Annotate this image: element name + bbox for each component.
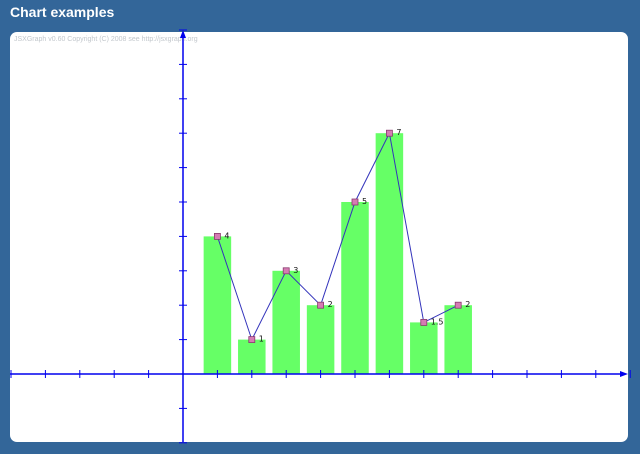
bars-layer (203, 133, 472, 374)
data-label-5: 5 (362, 197, 367, 206)
bar-8 (444, 305, 472, 374)
bar-4 (306, 305, 335, 374)
bar-6 (375, 133, 404, 374)
x-axis-arrow (620, 371, 628, 377)
data-point-8[interactable] (454, 301, 462, 309)
bar-2 (238, 339, 266, 374)
bar-5 (341, 202, 369, 374)
data-point-7[interactable] (420, 318, 428, 326)
axes-layer (10, 29, 631, 444)
data-point-3[interactable] (282, 267, 290, 275)
trend-line (216, 131, 459, 341)
bar-1 (203, 236, 232, 374)
data-label-1: 4 (224, 231, 229, 240)
data-label-6: 7 (396, 128, 401, 137)
copyright-notice: JSXGraph v0.60 Copyright (C) 2008 see ht… (14, 36, 198, 43)
data-label-7: 1.5 (431, 317, 444, 326)
data-label-8: 2 (465, 300, 470, 309)
data-point-2[interactable] (248, 336, 256, 344)
data-label-4: 2 (328, 300, 333, 309)
labels-layer: 4 1 3 2 5 7 1.5 2 (224, 128, 470, 343)
data-point-4[interactable] (317, 301, 325, 309)
y-axis-arrow (180, 30, 186, 38)
data-point-1[interactable] (213, 232, 221, 240)
bar-3 (272, 270, 300, 374)
page-title: Chart examples (10, 4, 115, 20)
data-point-6[interactable] (385, 129, 393, 137)
data-label-3: 3 (293, 266, 298, 275)
data-label-2: 1 (259, 335, 264, 344)
points-layer (213, 129, 462, 344)
data-point-5[interactable] (351, 198, 359, 206)
bar-7 (410, 322, 438, 374)
